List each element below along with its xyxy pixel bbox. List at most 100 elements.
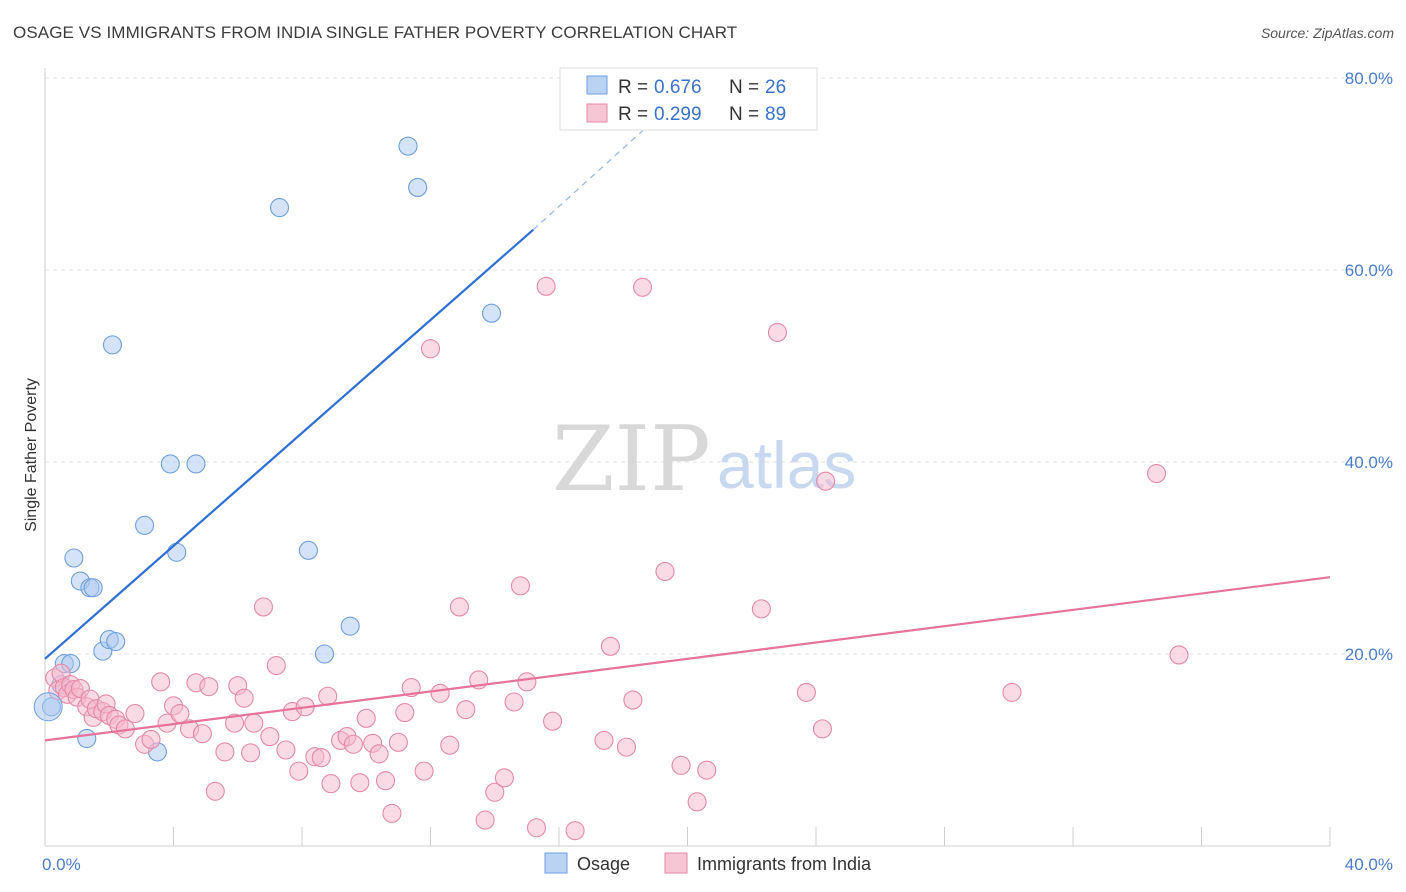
legend-bottom-label-osage: Osage <box>577 854 630 874</box>
data-point-india <box>594 730 614 750</box>
data-point-india <box>199 677 219 697</box>
legend-r-value-osage: 0.676 <box>654 77 702 98</box>
data-point-india <box>1146 463 1167 484</box>
data-point-india <box>234 688 254 708</box>
legend-bottom-swatch-osage <box>544 852 568 874</box>
legend-swatch-india <box>586 103 608 123</box>
data-point-osage <box>77 728 97 749</box>
data-point-osage <box>135 515 155 535</box>
data-point-osage <box>269 198 290 218</box>
data-point-india <box>395 703 415 723</box>
data-point-osage <box>314 644 335 664</box>
data-point-india <box>504 692 524 712</box>
data-point-india <box>456 700 476 720</box>
x-tick-label: 40.0% <box>1345 855 1393 874</box>
data-point-india <box>343 734 363 754</box>
data-point-india <box>401 678 421 698</box>
y-tick-label: 60.0% <box>1345 261 1393 280</box>
data-point-osage-cluster <box>33 692 63 722</box>
data-point-india <box>600 636 620 656</box>
y-tick-label: 80.0% <box>1345 69 1393 88</box>
legend-bottom-label-india: Immigrants from India <box>697 854 872 874</box>
legend-swatch-osage <box>586 75 608 95</box>
data-point-india <box>655 561 675 581</box>
data-point-india <box>224 713 245 733</box>
legend-r-label-india: R = <box>618 104 648 125</box>
data-point-osage <box>340 616 360 636</box>
data-point-india <box>205 781 225 801</box>
data-point-india <box>616 737 637 757</box>
data-point-osage <box>298 540 318 560</box>
source-label: Source: ZipAtlas.com <box>1260 25 1394 41</box>
data-point-india <box>517 672 537 692</box>
legend-r-label-osage: R = <box>618 77 648 98</box>
data-point-india <box>369 744 389 764</box>
data-point-india <box>475 810 495 830</box>
data-point-india <box>697 760 717 780</box>
data-point-india <box>767 322 788 342</box>
data-point-india <box>565 821 585 841</box>
data-point-india <box>687 792 707 812</box>
watermark-zip: ZIP <box>552 407 711 512</box>
data-point-india <box>260 727 280 747</box>
data-point-india <box>796 682 816 702</box>
data-point-india <box>414 761 434 781</box>
x-tick-label: 0.0% <box>42 855 81 874</box>
data-point-india <box>536 276 556 296</box>
data-point-india <box>494 768 514 788</box>
data-point-osage <box>106 631 126 652</box>
data-point-india <box>1002 682 1022 702</box>
legend-n-value-india: 89 <box>765 104 786 125</box>
data-point-india <box>241 743 261 763</box>
legend-n-label-osage: N = <box>729 77 759 98</box>
legend-n-label-india: N = <box>729 104 759 125</box>
data-point-india <box>420 339 441 359</box>
data-point-india <box>253 597 274 617</box>
data-point-osage <box>167 542 187 562</box>
data-point-india <box>816 471 836 491</box>
legend-n-value-osage: 26 <box>765 77 786 98</box>
data-point-osage <box>398 136 418 156</box>
axes <box>44 68 1331 847</box>
data-point-india <box>375 771 396 791</box>
data-point-india <box>510 576 531 596</box>
data-point-india <box>192 724 212 744</box>
trend-lines <box>44 130 1331 742</box>
tick-labels: 20.0% 40.0% 60.0% 80.0% 0.0% 40.0% <box>42 69 1393 874</box>
watermark-atlas: atlas <box>717 428 856 502</box>
data-point-india <box>244 713 264 733</box>
data-point-osage <box>83 578 103 598</box>
y-tick-label: 20.0% <box>1345 645 1393 664</box>
data-point-india <box>125 703 145 724</box>
grid-lines <box>45 77 1392 655</box>
data-point-india <box>151 672 171 692</box>
data-point-india <box>485 782 505 802</box>
data-point-osage <box>64 548 84 568</box>
y-tick-label: 40.0% <box>1345 453 1393 472</box>
data-point-india <box>266 655 286 676</box>
data-point-osage <box>186 454 206 474</box>
legend-top: R = 0.676 N = 26 R = 0.299 N = 89 <box>559 67 818 131</box>
data-point-osage <box>160 454 180 474</box>
data-point-india <box>356 708 376 728</box>
data-point-india <box>318 686 338 706</box>
data-point-india <box>382 803 402 823</box>
data-point-india <box>1169 645 1189 665</box>
data-point-india <box>170 703 190 724</box>
y-axis-label: Single Father Poverty <box>23 378 40 532</box>
data-point-india <box>350 773 370 793</box>
data-point-osage <box>102 335 123 355</box>
data-point-india <box>388 732 408 752</box>
data-point-india <box>321 774 341 794</box>
data-point-osage <box>408 177 428 197</box>
data-point-india <box>632 277 653 297</box>
legend-bottom: Osage Immigrants from India <box>544 852 872 874</box>
data-point-india <box>215 742 235 762</box>
data-point-osage <box>481 303 502 323</box>
legend-r-value-india: 0.299 <box>654 104 702 125</box>
data-point-india <box>449 597 469 617</box>
trend-line-osage-extension <box>532 130 643 231</box>
series-india <box>45 276 1189 841</box>
watermark: ZIP atlas <box>552 407 856 512</box>
chart-title: OSAGE VS IMMIGRANTS FROM INDIA SINGLE FA… <box>13 23 738 42</box>
